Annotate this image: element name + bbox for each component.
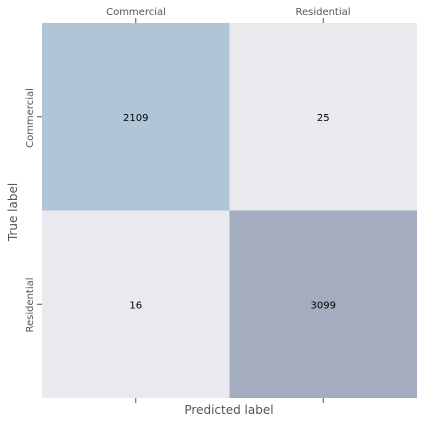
axis-ticks [37, 18, 324, 403]
heatmap-cell-commercial-commercial [42, 23, 230, 211]
heatmap-cell-residential-residential [229, 210, 417, 398]
cell-value-commercial-commercial: 2109 [123, 113, 148, 124]
x-axis-label: Predicted label [184, 403, 273, 417]
cell-value-residential-residential: 3099 [311, 300, 336, 311]
x-tick-label-residential: Residential [295, 7, 350, 18]
cell-value-labels: 2109 25 16 3099 [123, 113, 336, 312]
y-tick-label-commercial: Commercial [25, 88, 36, 148]
heatmap-cell-commercial-residential [229, 23, 417, 211]
y-axis-label: True label [6, 183, 20, 242]
y-tick-label-residential: Residential [25, 277, 36, 332]
heatmap-cells [42, 23, 417, 398]
cell-value-residential-commercial: 16 [129, 300, 142, 311]
x-tick-label-commercial: Commercial [106, 7, 166, 18]
cell-value-commercial-residential: 25 [317, 113, 330, 124]
heatmap-cell-residential-commercial [42, 210, 230, 398]
